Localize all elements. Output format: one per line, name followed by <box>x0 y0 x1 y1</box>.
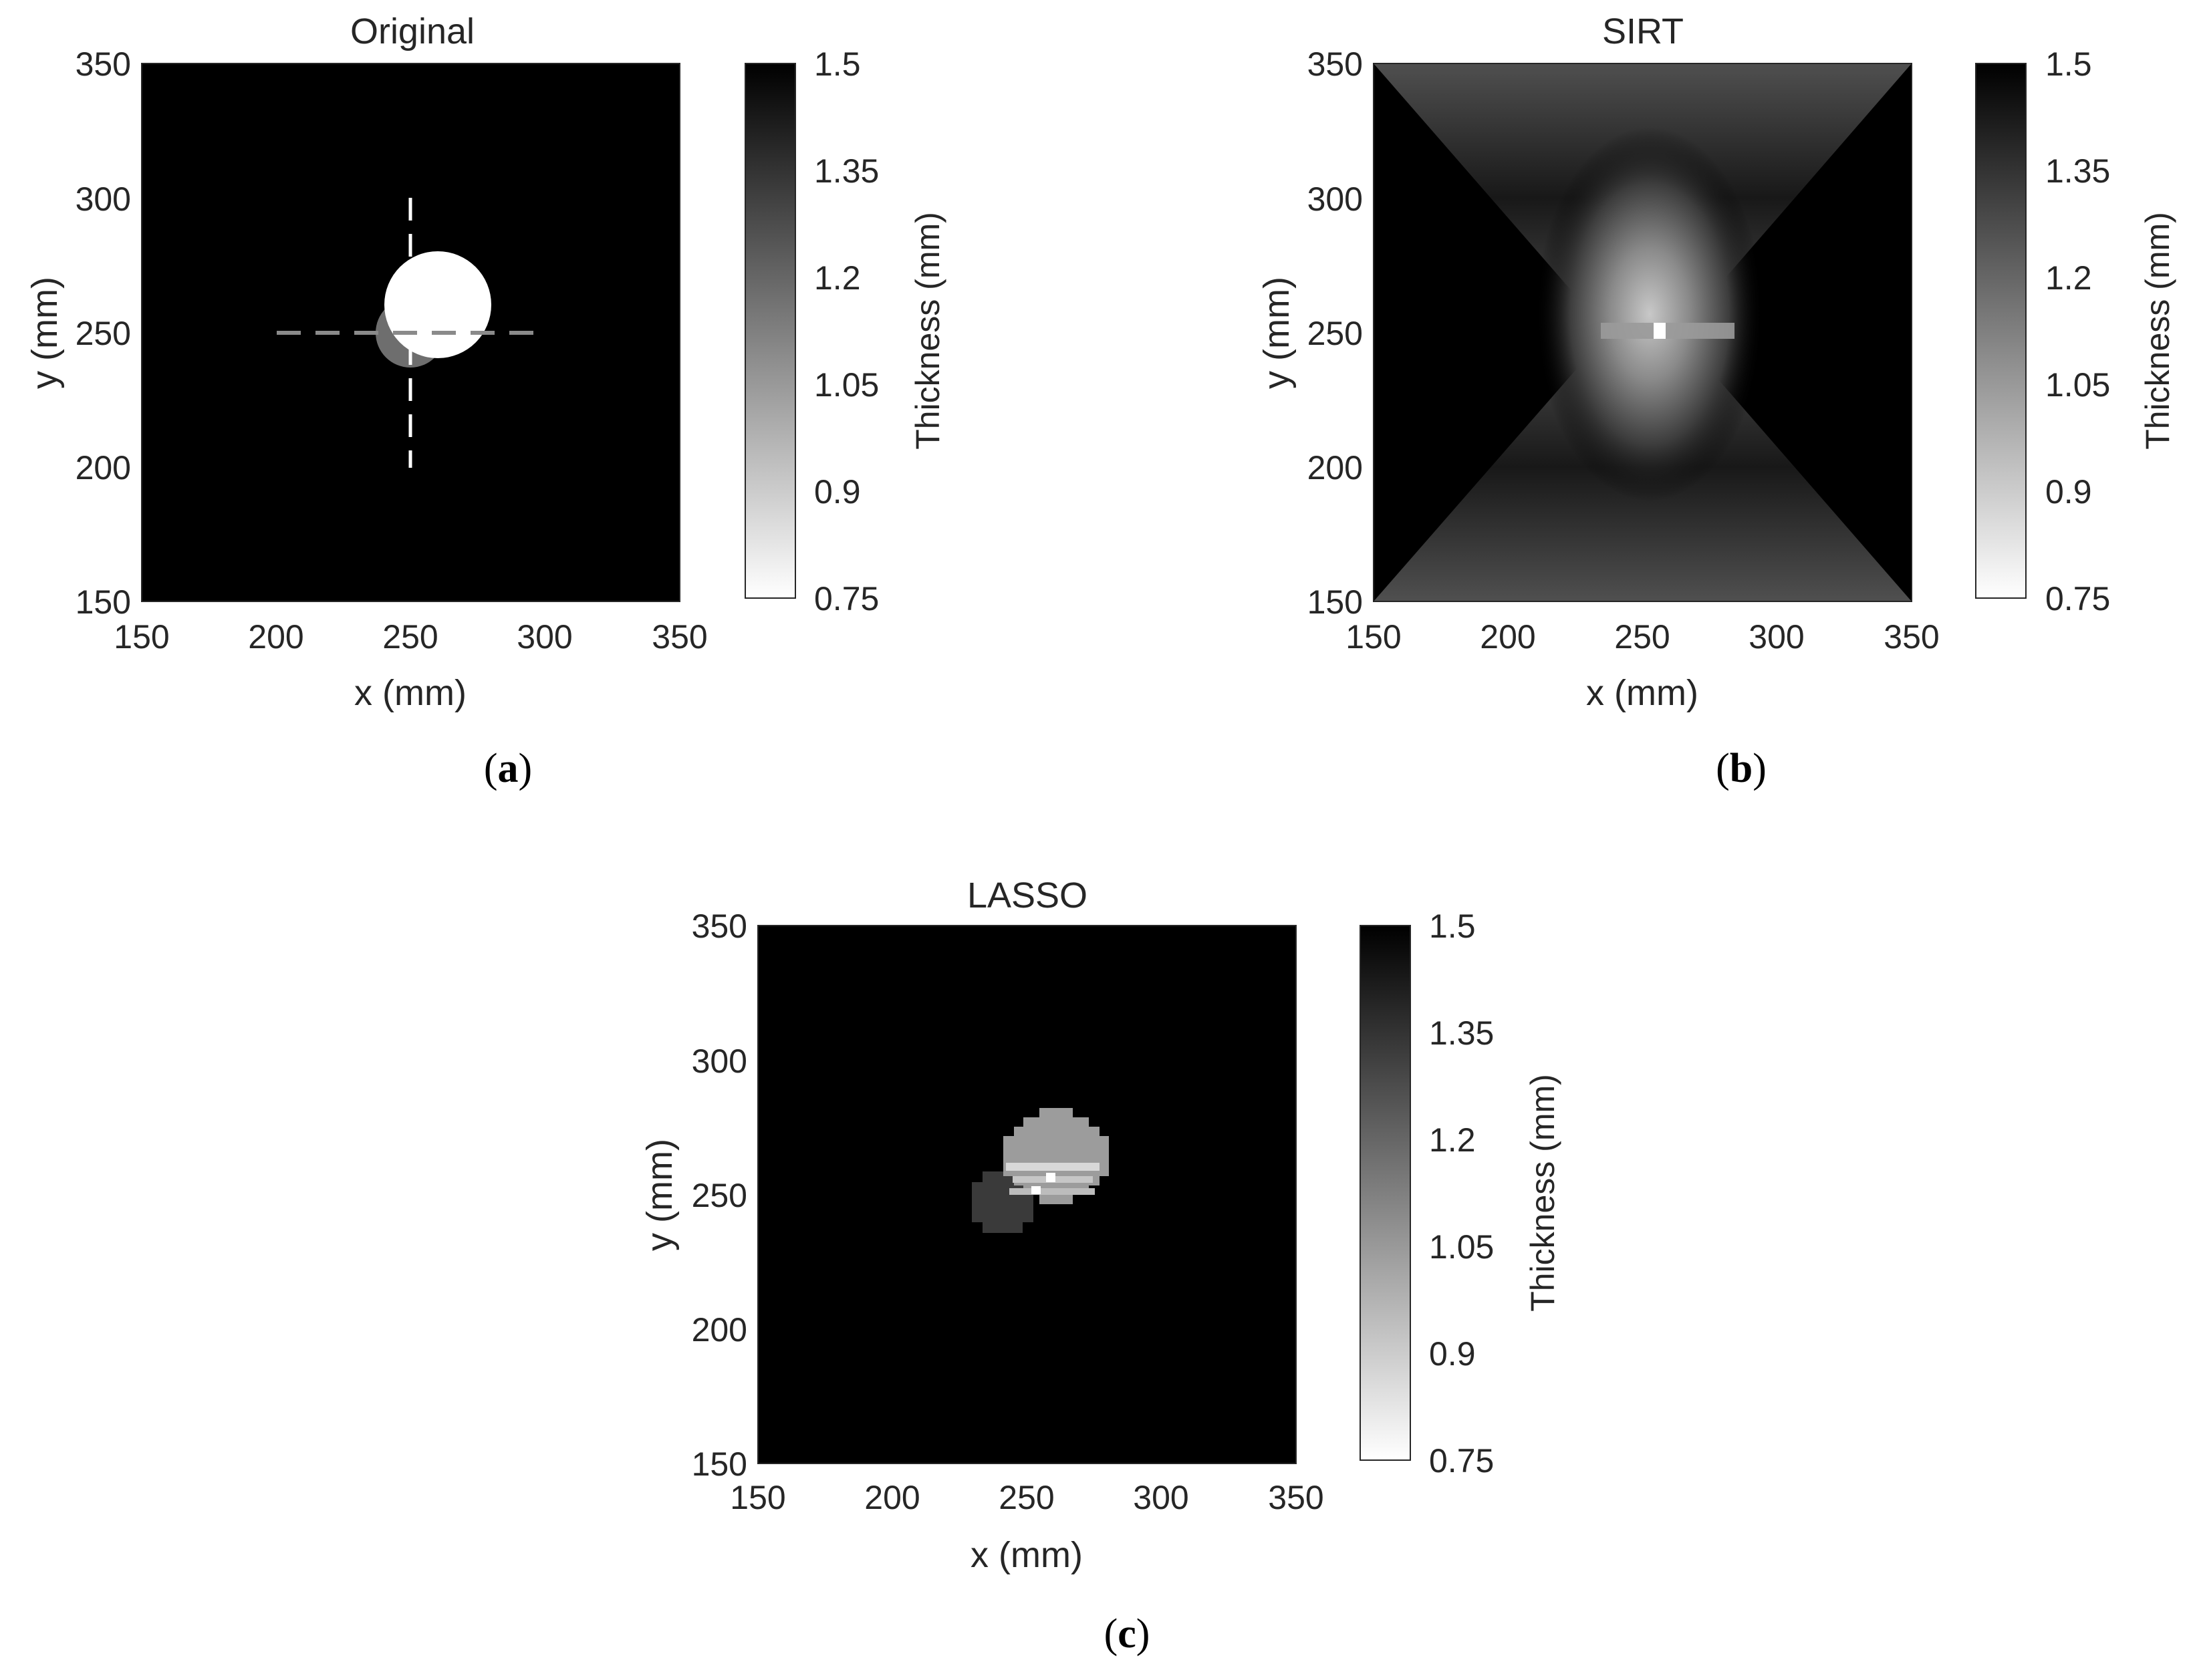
chart-panel-c: LASSO 150 200 250 300 350 150 200 250 30… <box>640 875 1561 1657</box>
colorbar-tick-label: 1.2 <box>1429 1121 1476 1159</box>
y-tick-label: 200 <box>1307 449 1363 486</box>
y-tick-label: 250 <box>76 315 131 352</box>
colorbar <box>1360 925 1411 1461</box>
colorbar-tick-label: 1.2 <box>2045 259 2092 297</box>
colorbar-tick-label: 1.35 <box>814 152 879 190</box>
colorbar-tick-label: 1.05 <box>2045 366 2110 404</box>
y-tick-label: 350 <box>1307 45 1363 83</box>
y-ticks: 150 200 250 300 350 <box>692 907 747 1483</box>
chart-title: LASSO <box>967 875 1087 916</box>
x-tick-label: 300 <box>517 618 572 656</box>
colorbar-tick-label: 0.9 <box>2045 473 2092 511</box>
colorbar-tick-label: 1.5 <box>814 45 861 83</box>
defect-mark <box>384 251 491 358</box>
sirt-glow <box>1536 127 1763 501</box>
colorbar <box>1975 63 2027 599</box>
lasso-artifact <box>1046 1173 1055 1182</box>
y-tick-label: 150 <box>1307 583 1363 621</box>
x-axis-label: x (mm) <box>971 1535 1083 1575</box>
y-tick-label: 200 <box>692 1311 747 1349</box>
x-ticks: 150 200 250 300 350 <box>1345 618 1939 656</box>
y-ticks: 150 200 250 300 350 <box>1307 45 1363 621</box>
y-axis-label: y (mm) <box>25 277 65 389</box>
colorbar-tick-label: 1.5 <box>1429 907 1476 945</box>
colorbar-ticks: 0.75 0.9 1.05 1.2 1.35 1.5 <box>1429 907 1494 1480</box>
defect-mark <box>972 1171 1033 1233</box>
colorbar-label: Thickness (mm) <box>909 212 946 450</box>
colorbar-tick-label: 0.75 <box>814 580 879 617</box>
chart-panel-a: Original 150 200 250 300 350 150 200 250… <box>25 11 946 791</box>
chart-title: Original <box>350 11 475 51</box>
colorbar-tick-label: 1.35 <box>2045 152 2110 190</box>
chart-panel-b: SIRT 150 200 250 300 350 150 200 250 300… <box>1257 11 2176 791</box>
colorbar-tick-label: 0.9 <box>1429 1335 1476 1373</box>
colorbar-ticks: 0.75 0.9 1.05 1.2 1.35 1.5 <box>2045 45 2110 617</box>
plot-frame <box>757 925 1297 1464</box>
y-axis-label: y (mm) <box>1257 277 1297 389</box>
colorbar-tick-label: 1.2 <box>814 259 861 297</box>
y-tick-label: 150 <box>692 1445 747 1483</box>
x-tick-label: 200 <box>864 1479 920 1516</box>
x-tick-label: 250 <box>999 1479 1054 1516</box>
y-tick-label: 250 <box>692 1177 747 1214</box>
x-tick-label: 150 <box>730 1479 785 1516</box>
x-ticks: 150 200 250 300 350 <box>114 618 707 656</box>
panel-label: (c) <box>1104 1611 1150 1657</box>
y-tick-label: 250 <box>1307 315 1363 352</box>
lasso-artifact <box>1031 1186 1041 1194</box>
x-tick-label: 300 <box>1749 618 1804 656</box>
colorbar-tick-label: 0.75 <box>1429 1442 1494 1480</box>
y-axis-label: y (mm) <box>640 1139 680 1251</box>
panel-label: (a) <box>484 746 532 791</box>
lasso-reconstruction <box>972 1108 1109 1233</box>
sirt-reconstruction <box>1374 63 1912 601</box>
x-tick-label: 300 <box>1133 1479 1188 1516</box>
colorbar-label: Thickness (mm) <box>2139 212 2176 450</box>
x-ticks: 150 200 250 300 350 <box>730 1479 1323 1516</box>
x-tick-label: 350 <box>1268 1479 1323 1516</box>
colorbar-tick-label: 1.35 <box>1429 1014 1494 1052</box>
plot-frame <box>1373 63 1912 602</box>
y-tick-label: 200 <box>76 449 131 486</box>
x-axis-label: x (mm) <box>1586 673 1698 713</box>
colorbar-tick-label: 1.05 <box>814 366 879 404</box>
chart-title: SIRT <box>1602 11 1684 51</box>
x-tick-label: 150 <box>1345 618 1401 656</box>
y-tick-label: 350 <box>692 907 747 945</box>
colorbar-label: Thickness (mm) <box>1524 1074 1561 1312</box>
y-ticks: 150 200 250 300 350 <box>76 45 131 621</box>
x-tick-label: 350 <box>652 618 707 656</box>
y-tick-label: 300 <box>1307 180 1363 218</box>
colorbar <box>745 63 796 599</box>
x-tick-label: 250 <box>382 618 438 656</box>
x-tick-label: 200 <box>248 618 303 656</box>
lasso-artifact <box>1006 1163 1100 1171</box>
colorbar-tick-label: 0.9 <box>814 473 861 511</box>
x-tick-label: 150 <box>114 618 169 656</box>
x-tick-label: 250 <box>1614 618 1670 656</box>
y-tick-label: 150 <box>76 583 131 621</box>
colorbar-tick-label: 0.75 <box>2045 580 2110 617</box>
y-tick-label: 350 <box>76 45 131 83</box>
panel-label: (b) <box>1716 746 1767 791</box>
colorbar-tick-label: 1.5 <box>2045 45 2092 83</box>
y-tick-label: 300 <box>76 180 131 218</box>
colorbar-tick-label: 1.05 <box>1429 1228 1494 1266</box>
y-tick-label: 300 <box>692 1042 747 1080</box>
x-tick-label: 200 <box>1480 618 1535 656</box>
sirt-artifact-hotspot <box>1654 323 1666 339</box>
plot-frame <box>141 63 680 602</box>
x-axis-label: x (mm) <box>354 673 467 713</box>
x-tick-label: 350 <box>1884 618 1939 656</box>
lasso-artifact <box>1009 1188 1095 1195</box>
colorbar-ticks: 0.75 0.9 1.05 1.2 1.35 1.5 <box>814 45 879 617</box>
sirt-artifact-band <box>1601 323 1734 339</box>
